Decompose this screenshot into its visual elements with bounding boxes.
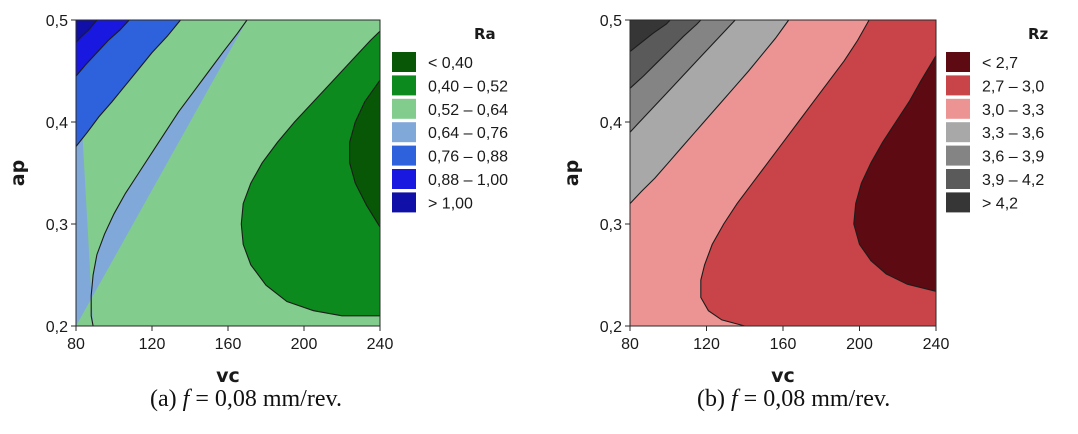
- y-tick-label-b-2: 0,4: [600, 115, 622, 132]
- legend-label-a-5: 0,88 – 1,00: [428, 172, 508, 189]
- caption-a-symbol: f: [182, 386, 190, 412]
- legend-label-a-0: < 0,40: [428, 55, 473, 72]
- legend-title-b: Rz: [1028, 25, 1049, 43]
- legend-label-b-2: 3,0 – 3,3: [982, 102, 1044, 119]
- y-axis-label-b: ap: [561, 160, 583, 186]
- legend-swatch-a-2: [392, 98, 416, 119]
- y-tick-label-b-1: 0,3: [600, 217, 622, 234]
- contour-band-a-4-2: [76, 20, 181, 147]
- legend-swatch-b-2: [946, 98, 970, 119]
- legend-label-a-2: 0,52 – 0,64: [428, 102, 508, 119]
- contour-band-a-5-3: [76, 20, 130, 77]
- contour-line-b-0: [853, 55, 937, 292]
- legend-swatch-b-0: [946, 52, 970, 72]
- legend-swatch-b-4: [946, 145, 970, 166]
- caption-b: (b) f = 0,08 mm/rev.: [697, 386, 890, 413]
- legend-label-a-4: 0,76 – 0,88: [428, 149, 508, 166]
- x-tick-label-a-2: 160: [215, 336, 242, 353]
- contour-line-b-1: [700, 19, 870, 327]
- caption-a: (a) f = 0,08 mm/rev.: [150, 386, 342, 413]
- y-tick-label-a-3: 0,5: [46, 13, 68, 30]
- contour-line-a-4: [75, 19, 130, 77]
- x-tick-label-a-1: 120: [139, 336, 166, 353]
- contour-line-b-3: [629, 19, 736, 133]
- legend-label-a-6: > 1,00: [428, 195, 473, 212]
- legend-swatch-b-5: [946, 169, 970, 189]
- caption-b-symbol: f: [730, 386, 738, 412]
- legend-swatch-b-3: [946, 122, 970, 143]
- legend-label-b-3: 3,3 – 3,6: [982, 125, 1044, 142]
- y-tick-label-b-0: 0,2: [600, 319, 622, 336]
- contour-line-a-5: [75, 19, 98, 43]
- x-tick-label-a-3: 200: [291, 336, 318, 353]
- caption-a-rest: = 0,08 mm/rev.: [189, 386, 342, 412]
- x-axis-label-b: vc: [771, 365, 795, 386]
- contour-panel-b: 80 120 160 200 240 0,2 0,3 0,4 0,5 vc ap Rz < 2,7 2,7…: [561, 13, 1049, 386]
- x-tick-label-b-4: 240: [923, 336, 950, 353]
- legend-swatch-a-1: [392, 75, 416, 96]
- legend-swatch-a-0: [392, 52, 416, 72]
- legend-label-b-6: > 4,2: [982, 195, 1018, 212]
- legend-label-b-0: < 2,7: [982, 55, 1018, 72]
- x-tick-label-a-4: 240: [367, 336, 394, 353]
- contour-band-a-0-6: [349, 80, 380, 228]
- legend-label-b-4: 3,6 – 3,9: [982, 149, 1044, 166]
- legend-b: Rz < 2,7 2,7 – 3,0 3,0 – 3,3 3,3 – 3,6 3,6 – …: [946, 25, 1049, 213]
- legend-swatch-a-4: [392, 145, 416, 166]
- y-tick-label-a-2: 0,4: [46, 115, 68, 132]
- legend-swatch-a-3: [392, 122, 416, 143]
- contour-line-a-0: [349, 79, 381, 228]
- x-tick-label-b-3: 200: [846, 336, 873, 353]
- contour-line-b-5: [629, 19, 671, 53]
- y-tick-label-a-0: 0,2: [46, 319, 68, 336]
- contour-line-a-1: [240, 30, 381, 317]
- contour-line-b-4: [629, 19, 702, 89]
- contour-line-b-2: [629, 19, 790, 204]
- legend-title-a: Ra: [474, 25, 496, 43]
- legend-label-a-1: 0,40 – 0,52: [428, 78, 508, 95]
- contour-line-a-3: [75, 19, 181, 147]
- legend-swatch-a-6: [392, 192, 416, 213]
- x-tick-label-b-1: 120: [693, 336, 720, 353]
- contour-band-a-1-5: [241, 20, 380, 316]
- x-tick-label-a-0: 80: [67, 336, 85, 353]
- y-axis-label-a: ap: [7, 160, 29, 186]
- figure-canvas: 80 120 160 200 240 0,2 0,3 0,4 0,5 vc ap Ra< 0,40 0,…: [7, 13, 1049, 386]
- y-tick-label-b-3: 0,5: [600, 13, 622, 30]
- x-tick-label-b-2: 160: [770, 336, 797, 353]
- legend-a: Ra< 0,40 0,40 – 0,52 0,52 – 0,64 0,64 – 0,7…: [392, 25, 508, 213]
- caption-b-prefix: (b): [697, 386, 731, 412]
- x-tick-label-b-0: 80: [621, 336, 639, 353]
- contour-band-a-3-1: [76, 20, 247, 326]
- legend-swatch-b-1: [946, 75, 970, 96]
- y-tick-label-a-1: 0,3: [46, 217, 68, 234]
- legend-label-b-5: 3,9 – 4,2: [982, 172, 1044, 189]
- legend-label-b-1: 2,7 – 3,0: [982, 78, 1044, 95]
- x-axis-label-a: vc: [216, 365, 240, 386]
- caption-b-rest: = 0,08 mm/rev.: [737, 386, 891, 412]
- legend-label-a-3: 0,64 – 0,76: [428, 125, 508, 142]
- legend-swatch-b-6: [946, 192, 970, 213]
- caption-a-prefix: (a): [150, 386, 183, 412]
- contour-band-b-0-6: [853, 55, 936, 292]
- legend-swatch-a-5: [392, 169, 416, 189]
- contour-panel-a: 80 120 160 200 240 0,2 0,3 0,4 0,5 vc ap Ra< 0,40 0,…: [7, 13, 508, 386]
- contour-line-a-2: [90, 19, 248, 327]
